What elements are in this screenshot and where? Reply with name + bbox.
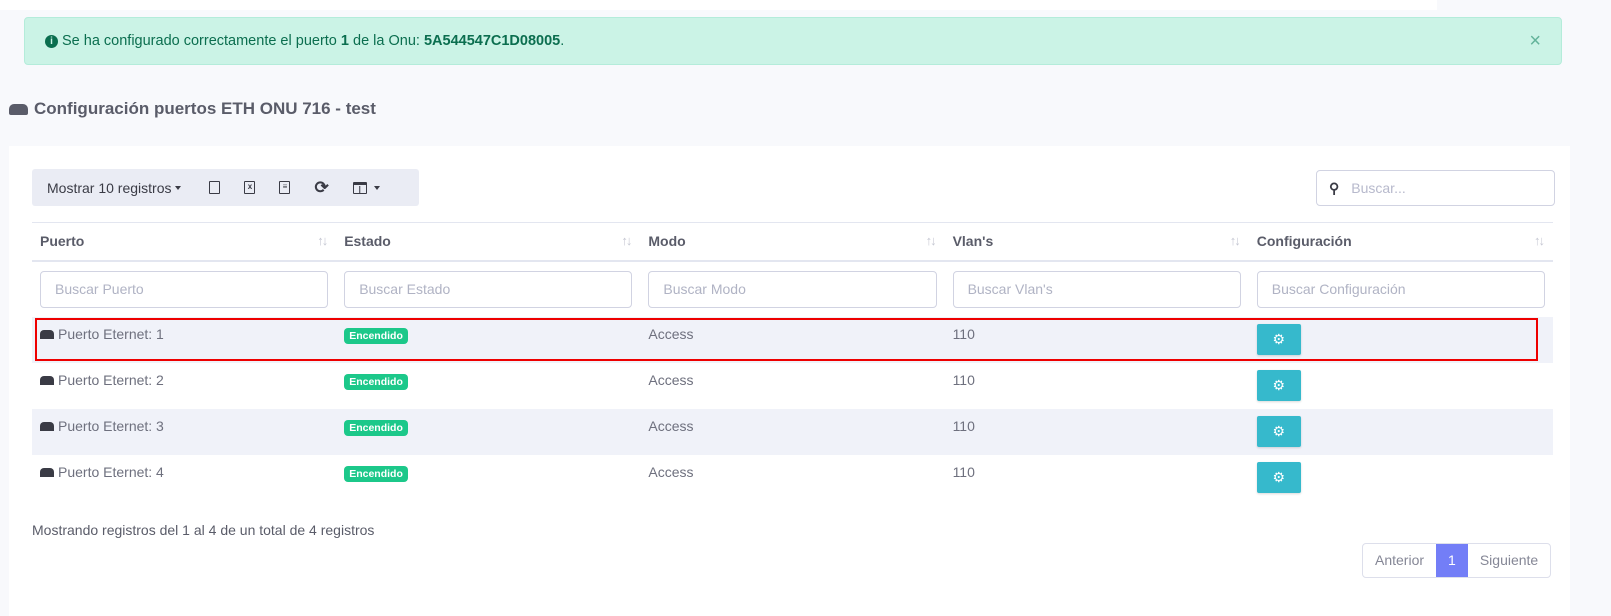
close-icon[interactable]: × bbox=[1529, 30, 1541, 52]
mode-cell: Access bbox=[648, 463, 694, 480]
caret-down-icon bbox=[175, 185, 182, 190]
hdd-icon bbox=[9, 103, 28, 115]
mode-cell: Access bbox=[648, 417, 694, 434]
column-header-puerto[interactable]: Puerto ↑↓ bbox=[32, 222, 337, 262]
cogs-icon: ⚙ bbox=[1272, 376, 1286, 393]
vlan-cell: 110 bbox=[952, 463, 975, 480]
copy-button[interactable] bbox=[197, 169, 232, 206]
columns-button[interactable]: | bbox=[341, 169, 392, 206]
configure-button[interactable]: ⚙ bbox=[1256, 415, 1301, 447]
status-badge: Encendido bbox=[344, 327, 408, 344]
refresh-icon: ⟳ bbox=[314, 177, 329, 197]
caret-down-icon bbox=[373, 185, 380, 190]
table-row: Puerto Eternet: 4 Encendido Access 110 ⚙ bbox=[32, 455, 1553, 501]
table-info: Mostrando registros del 1 al 4 de un tot… bbox=[32, 522, 375, 538]
refresh-button[interactable]: ⟳ bbox=[302, 169, 340, 206]
search-input[interactable] bbox=[1351, 180, 1532, 196]
alert-text: Se ha configurado correctamente el puert… bbox=[62, 33, 565, 49]
sort-icon: ↑↓ bbox=[925, 233, 937, 248]
table-row: Puerto Eternet: 2 Encendido Access 110 ⚙ bbox=[32, 363, 1553, 409]
port-name: Puerto Eternet: 2 bbox=[58, 371, 164, 388]
sort-icon: ↑↓ bbox=[1229, 233, 1241, 248]
cogs-icon: ⚙ bbox=[1272, 330, 1286, 347]
status-badge: Encendido bbox=[344, 419, 408, 436]
column-header-vlans[interactable]: Vlan's ↑↓ bbox=[944, 222, 1249, 262]
previous-page-button[interactable]: Anterior bbox=[1375, 552, 1425, 568]
mode-cell: Access bbox=[648, 371, 694, 388]
table-toolbar: Mostrar 10 registros x ≡ ⟳ | bbox=[32, 169, 419, 206]
vlan-cell: 110 bbox=[952, 325, 975, 342]
page-length-label: Mostrar 10 registros bbox=[47, 179, 172, 196]
configure-button[interactable]: ⚙ bbox=[1256, 323, 1301, 355]
status-badge: Encendido bbox=[344, 465, 408, 482]
ethernet-icon bbox=[40, 421, 54, 431]
excel-icon: x bbox=[244, 181, 256, 194]
copy-icon bbox=[209, 181, 221, 194]
vlan-cell: 110 bbox=[952, 371, 975, 388]
sort-icon: ↑↓ bbox=[621, 233, 632, 248]
filter-puerto[interactable] bbox=[40, 270, 329, 308]
page-1-button[interactable]: 1 bbox=[1436, 544, 1468, 577]
table-row: Puerto Eternet: 1 Encendido Access 110 ⚙ bbox=[32, 316, 1553, 363]
global-search[interactable]: ⚲ bbox=[1316, 170, 1555, 206]
filter-estado[interactable] bbox=[344, 270, 633, 308]
cogs-icon: ⚙ bbox=[1272, 422, 1286, 439]
search-icon: ⚲ bbox=[1329, 179, 1340, 196]
column-header-configuracion[interactable]: Configuración ↑↓ bbox=[1248, 222, 1553, 262]
ports-table: Puerto ↑↓ Estado ↑↓ Modo ↑↓ Vlan's ↑↓ Config… bbox=[32, 222, 1553, 501]
ethernet-icon bbox=[40, 467, 54, 477]
status-badge: Encendido bbox=[344, 373, 408, 390]
page-length-button[interactable]: Mostrar 10 registros bbox=[32, 169, 197, 206]
filter-modo[interactable] bbox=[648, 270, 937, 308]
ethernet-icon bbox=[40, 375, 54, 385]
mode-cell: Access bbox=[648, 325, 694, 342]
next-page-button[interactable]: Siguiente bbox=[1479, 552, 1539, 568]
columns-icon: | bbox=[352, 181, 367, 194]
csv-icon: ≡ bbox=[279, 181, 291, 194]
excel-button[interactable]: x bbox=[232, 169, 267, 206]
configure-button[interactable]: ⚙ bbox=[1256, 369, 1301, 401]
filter-configuracion[interactable] bbox=[1256, 270, 1545, 308]
top-bar bbox=[0, 0, 1437, 10]
configure-button[interactable]: ⚙ bbox=[1256, 461, 1301, 493]
page-title-text: Configuración puertos ETH ONU 716 - test bbox=[34, 99, 376, 118]
filter-vlans[interactable] bbox=[952, 270, 1241, 308]
csv-button[interactable]: ≡ bbox=[267, 169, 302, 206]
port-name: Puerto Eternet: 1 bbox=[58, 325, 164, 342]
cogs-icon: ⚙ bbox=[1272, 468, 1286, 485]
column-header-estado[interactable]: Estado ↑↓ bbox=[336, 222, 641, 262]
pagination: Anterior 1 Siguiente bbox=[1362, 543, 1552, 578]
info-icon: i bbox=[45, 34, 58, 48]
table-card: Mostrar 10 registros x ≡ ⟳ | ⚲ Puerto↑↓ … bbox=[9, 146, 1570, 616]
page-title: Configuración puertos ETH ONU 716 - test bbox=[9, 99, 376, 119]
column-header-modo[interactable]: Modo ↑↓ bbox=[640, 222, 945, 262]
sort-icon: ↑↓ bbox=[317, 233, 328, 248]
vlan-cell: 110 bbox=[952, 417, 975, 434]
sort-icon: ↑↓ bbox=[1534, 233, 1545, 248]
port-name: Puerto Eternet: 4 bbox=[58, 463, 164, 480]
table-row: Puerto Eternet: 3 Encendido Access 110 ⚙ bbox=[32, 408, 1553, 455]
ethernet-icon bbox=[40, 329, 54, 339]
success-alert: i Se ha configurado correctamente el pue… bbox=[24, 17, 1562, 65]
port-name: Puerto Eternet: 3 bbox=[58, 417, 164, 434]
